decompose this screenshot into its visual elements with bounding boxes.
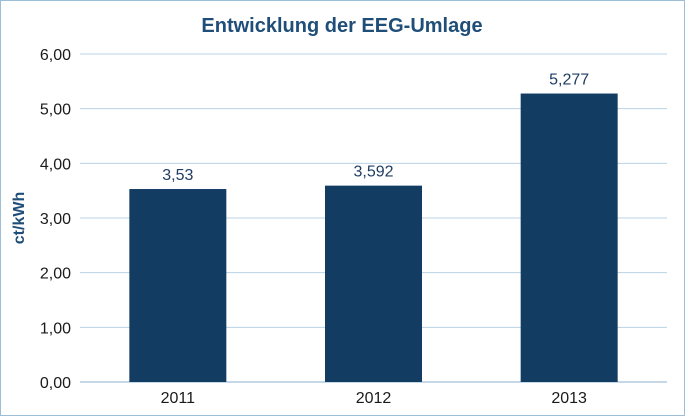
- x-tick-label-2013: 2013: [551, 390, 587, 407]
- data-label-2013: 5,277: [549, 72, 589, 89]
- y-axis-label: ct/kWh: [11, 192, 28, 244]
- x-tick-label-2011: 2011: [161, 390, 196, 407]
- bars: [129, 93, 618, 383]
- bar-2011: [129, 189, 227, 382]
- data-labels: 3,53 3,592 5,277: [162, 72, 589, 185]
- y-tick-label: 3,00: [40, 211, 71, 228]
- y-tick-label: 0,00: [40, 375, 71, 392]
- bar-2013: [520, 93, 618, 383]
- y-tick-label: 2,00: [40, 266, 71, 283]
- y-tick-label: 4,00: [40, 156, 71, 173]
- data-label-2011: 3,53: [162, 167, 193, 184]
- y-tick-label: 5,00: [40, 102, 71, 119]
- y-tick-label: 6,00: [40, 47, 71, 64]
- data-label-2012: 3,592: [353, 164, 393, 181]
- x-tick-labels: 2011 2012 2013: [161, 390, 587, 407]
- bar-2012: [325, 185, 422, 382]
- chart-title: Entwicklung der EEG-Umlage: [201, 15, 482, 37]
- x-tick-label-2012: 2012: [356, 390, 392, 407]
- y-tick-label: 1,00: [40, 320, 71, 337]
- y-tick-labels: 0,00 1,00 2,00 3,00 4,00 5,00 6,00: [40, 47, 71, 392]
